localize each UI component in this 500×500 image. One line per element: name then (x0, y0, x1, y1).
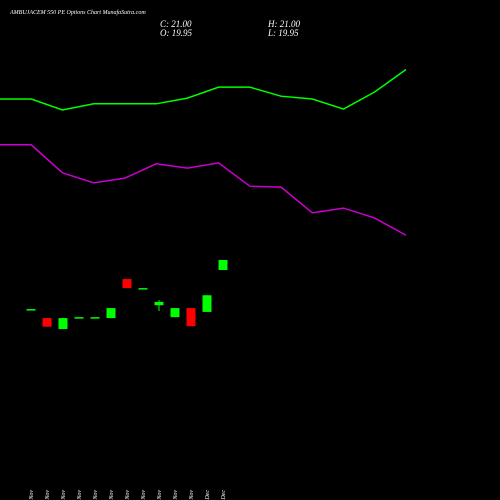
x-tick-label: 21 Nov (125, 490, 131, 500)
x-tick-label: 27 Nov (173, 490, 179, 500)
candle-body (170, 308, 180, 318)
candle-body (218, 260, 228, 270)
candle-body (26, 309, 36, 311)
indicator-line (0, 144, 407, 236)
candle-body (202, 295, 212, 312)
x-tick-label: 02 Dec (205, 490, 211, 500)
candle-body (186, 308, 196, 327)
info-close: C: 21.00 (160, 19, 192, 29)
candle-body (138, 288, 148, 290)
x-tick-label: 18 Nov (93, 490, 99, 500)
candle-body (106, 308, 116, 319)
x-tick-label: 03 Dec (221, 490, 227, 500)
candle-body (42, 318, 52, 327)
x-tick-label: 22 Nov (141, 490, 147, 500)
x-tick-label: 14 Nov (76, 490, 83, 500)
candle-body (58, 318, 68, 330)
candle-body (74, 317, 84, 319)
x-tick-label: 26 Nov (157, 490, 163, 500)
candle-body (90, 317, 100, 319)
candle-body (154, 301, 164, 306)
x-tick-label: 12 Nov (45, 490, 51, 500)
info-low: L: 19.95 (267, 28, 299, 38)
info-open: O: 19.95 (160, 28, 192, 38)
candle-body (122, 279, 132, 289)
x-tick-label: 13 Nov (61, 490, 67, 500)
x-tick-label: 28 Nov (189, 490, 195, 500)
x-tick-label: 19 Nov (109, 490, 115, 500)
indicator-line (0, 68, 407, 111)
chart-title: AMBUJACEM 550 PE Options Chart MunafaSut… (9, 9, 146, 16)
info-high: H: 21.00 (267, 19, 300, 29)
x-tick-label: 11 Nov (29, 490, 35, 500)
